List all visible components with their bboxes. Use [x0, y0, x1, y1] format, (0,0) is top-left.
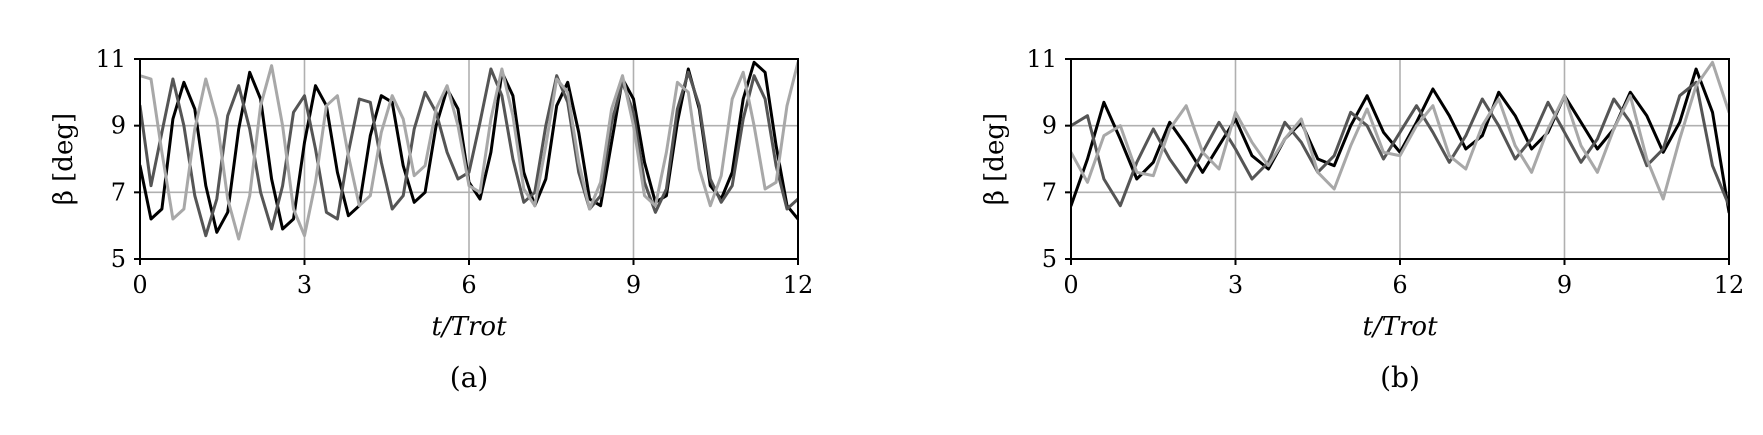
- series-line-2: [1071, 80, 1729, 208]
- x-axis-label: t/Trot: [1362, 312, 1438, 342]
- y-tick-label: 5: [111, 245, 126, 273]
- series-line-2: [140, 67, 798, 238]
- series-line-3: [1071, 60, 1729, 201]
- y-tick-label: 5: [1042, 245, 1057, 273]
- panel-label: (a): [450, 361, 489, 394]
- y-tick-label: 9: [1042, 112, 1057, 140]
- x-axis-label: t/Trot: [431, 312, 507, 342]
- series-line-3: [140, 60, 798, 241]
- y-axis-label: β [deg]: [49, 113, 79, 205]
- y-tick-label: 11: [1026, 45, 1057, 73]
- y-tick-label: 7: [111, 178, 126, 206]
- y-tick-label: 7: [1042, 178, 1057, 206]
- y-tick-label: 9: [111, 112, 126, 140]
- x-tick-label: 12: [1714, 271, 1745, 299]
- y-tick-label: 11: [95, 45, 126, 73]
- x-tick-label: 6: [461, 271, 476, 299]
- x-tick-label: 3: [1228, 271, 1243, 299]
- x-tick-label: 6: [1392, 271, 1407, 299]
- x-tick-label: 12: [783, 271, 814, 299]
- y-axis-label: β [deg]: [980, 113, 1010, 205]
- panel-label: (b): [1380, 361, 1420, 394]
- x-tick-label: 0: [1063, 271, 1078, 299]
- chart-panel-a: 0 3 6 9 12 5 7 9 11 t/Trot β [deg] (a): [49, 45, 813, 394]
- x-tick-label: 0: [132, 271, 147, 299]
- chart-panel-b: 0 3 6 9 12 5 7 9 11 t/Trot β [deg] (b): [980, 45, 1744, 394]
- x-tick-label: 3: [297, 271, 312, 299]
- x-tick-label: 9: [626, 271, 641, 299]
- x-tick-label: 9: [1557, 271, 1572, 299]
